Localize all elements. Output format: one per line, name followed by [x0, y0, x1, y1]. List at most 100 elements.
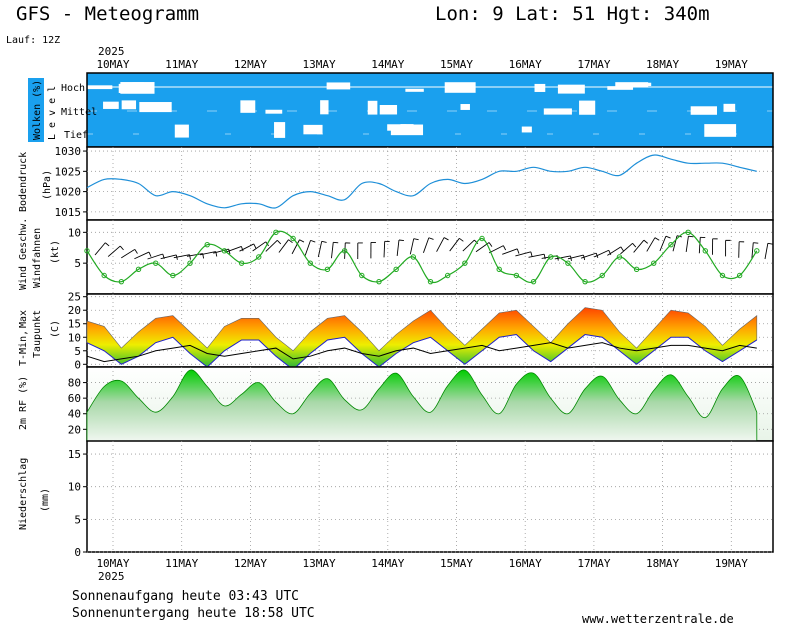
wind-marker — [702, 248, 708, 254]
cloud-gap — [118, 83, 138, 93]
wind-barb-feather — [333, 241, 339, 244]
year-top: 2025 — [98, 45, 125, 58]
cloud-panel-background — [87, 73, 773, 147]
y-tick-label: 1015 — [55, 206, 82, 219]
wind-barb-staff — [462, 239, 475, 252]
location-info: Lon: 9 Lat: 51 Hgt: 340m — [435, 3, 710, 25]
y-tick-label: 25 — [68, 291, 81, 304]
cloud-gap — [303, 124, 323, 135]
wind-barb-staff — [291, 239, 300, 255]
date-label-bottom: 12MAY — [234, 557, 267, 570]
pressure-panel: 1015 1020 1025 1030 Bodendruck (hPa) — [18, 145, 774, 221]
wind-barb-feather — [398, 239, 404, 242]
wind-barb-feather — [321, 240, 327, 243]
wind-marker — [256, 254, 262, 260]
wind-barb-staff — [226, 246, 242, 253]
wind-marker — [496, 266, 502, 273]
wind-barb-staff — [659, 236, 667, 252]
pressure-series-line — [86, 154, 757, 209]
y-tick-label: 20 — [68, 423, 81, 436]
wind-barb-staff — [528, 253, 545, 258]
wind-marker — [685, 229, 691, 236]
date-label-top: 11MAY — [165, 58, 198, 71]
cloud-gap — [579, 100, 596, 115]
wind-marker — [221, 248, 228, 254]
wind-tick-labels: 5 10 — [68, 226, 87, 270]
wind-barb-staff — [751, 242, 754, 259]
y-tick-label: 1020 — [55, 186, 82, 199]
cloud-gap — [174, 124, 189, 138]
date-label-top: 17MAY — [577, 58, 610, 71]
wind-barb-staff — [265, 240, 278, 252]
y-tick-label: 80 — [68, 377, 81, 390]
wind-marker — [444, 272, 451, 279]
wind-marker — [462, 260, 468, 266]
wind-barb-feather — [299, 239, 305, 243]
date-label-top: 13MAY — [303, 58, 336, 71]
y-tick-label: 10 — [68, 481, 81, 494]
date-label-bottom: 18MAY — [646, 557, 679, 570]
pressure-panel-frame — [86, 146, 774, 221]
wind-speed-markers — [84, 229, 760, 285]
humidity-tick-labels: 20 40 60 80 — [68, 377, 87, 436]
date-label-bottom: 17MAY — [577, 557, 610, 570]
wind-barb-staff — [554, 255, 571, 260]
cloud-level-label: L e v e l — [47, 86, 58, 140]
cloud-level-low: Tief — [64, 130, 88, 141]
cloud-gap — [320, 100, 329, 115]
wind-barb-staff — [304, 240, 311, 256]
temp-ylabel-unit: (C) — [50, 320, 61, 338]
date-label-bottom: 15MAY — [440, 557, 473, 570]
precipitation-tick-labels: 0 5 10 15 — [68, 448, 87, 559]
wind-barb-feather — [502, 245, 507, 251]
wind-marker — [736, 272, 743, 279]
wind-marker — [238, 260, 245, 266]
wind-barb-staff — [580, 252, 597, 259]
y-tick-label: 1030 — [55, 145, 82, 158]
wind-barb-feather — [148, 251, 152, 257]
pressure-ylabel-main: Bodendruck — [18, 152, 29, 212]
wind-ylabel-sub: Windfahnen — [32, 228, 43, 288]
wind-marker — [548, 254, 554, 260]
wind-barb-feather — [413, 238, 419, 241]
precip-ylabel-main: Niederschlag — [18, 458, 29, 530]
wind-marker — [273, 229, 279, 236]
wind-marker — [393, 266, 399, 273]
wind-marker — [565, 260, 571, 266]
date-label-bottom: 11MAY — [165, 557, 198, 570]
date-label-top: 12MAY — [234, 58, 267, 71]
wind-marker — [307, 260, 313, 266]
wind-barb-staff — [567, 254, 584, 260]
year-bottom: 2025 — [98, 570, 125, 583]
y-tick-label: 5 — [74, 513, 81, 526]
wind-barb-feather — [620, 246, 624, 252]
wind-marker — [84, 248, 90, 254]
date-label-top: 10MAY — [96, 58, 129, 71]
cloud-gap — [460, 104, 470, 110]
cloud-gap — [132, 82, 145, 88]
humidity-ylabel: 2m RF (%) — [18, 376, 29, 430]
cloud-gap — [390, 124, 424, 136]
cloud-gap — [607, 86, 634, 90]
humidity-panel: 20 40 60 80 2m RF (%) — [18, 366, 774, 442]
wind-marker — [153, 260, 159, 266]
pressure-grid — [87, 147, 773, 220]
cloud-gap — [240, 100, 256, 113]
wind-barb-staff — [317, 241, 323, 258]
wind-barb-staff — [94, 242, 106, 256]
wind-barb-staff — [646, 237, 656, 252]
wind-barb-staff — [107, 245, 121, 257]
wind-barb-feather — [665, 235, 671, 239]
wind-barb-feather — [516, 248, 520, 254]
wind-marker — [290, 235, 296, 242]
y-tick-label: 20 — [68, 304, 81, 317]
cloud-patches — [87, 82, 773, 138]
wind-barb-staff — [685, 236, 689, 253]
wind-marker — [170, 272, 176, 279]
cloud-gap — [704, 124, 737, 137]
date-label-top: 14MAY — [371, 58, 404, 71]
cloud-gap — [274, 122, 286, 138]
wind-barb-feather — [428, 237, 434, 240]
